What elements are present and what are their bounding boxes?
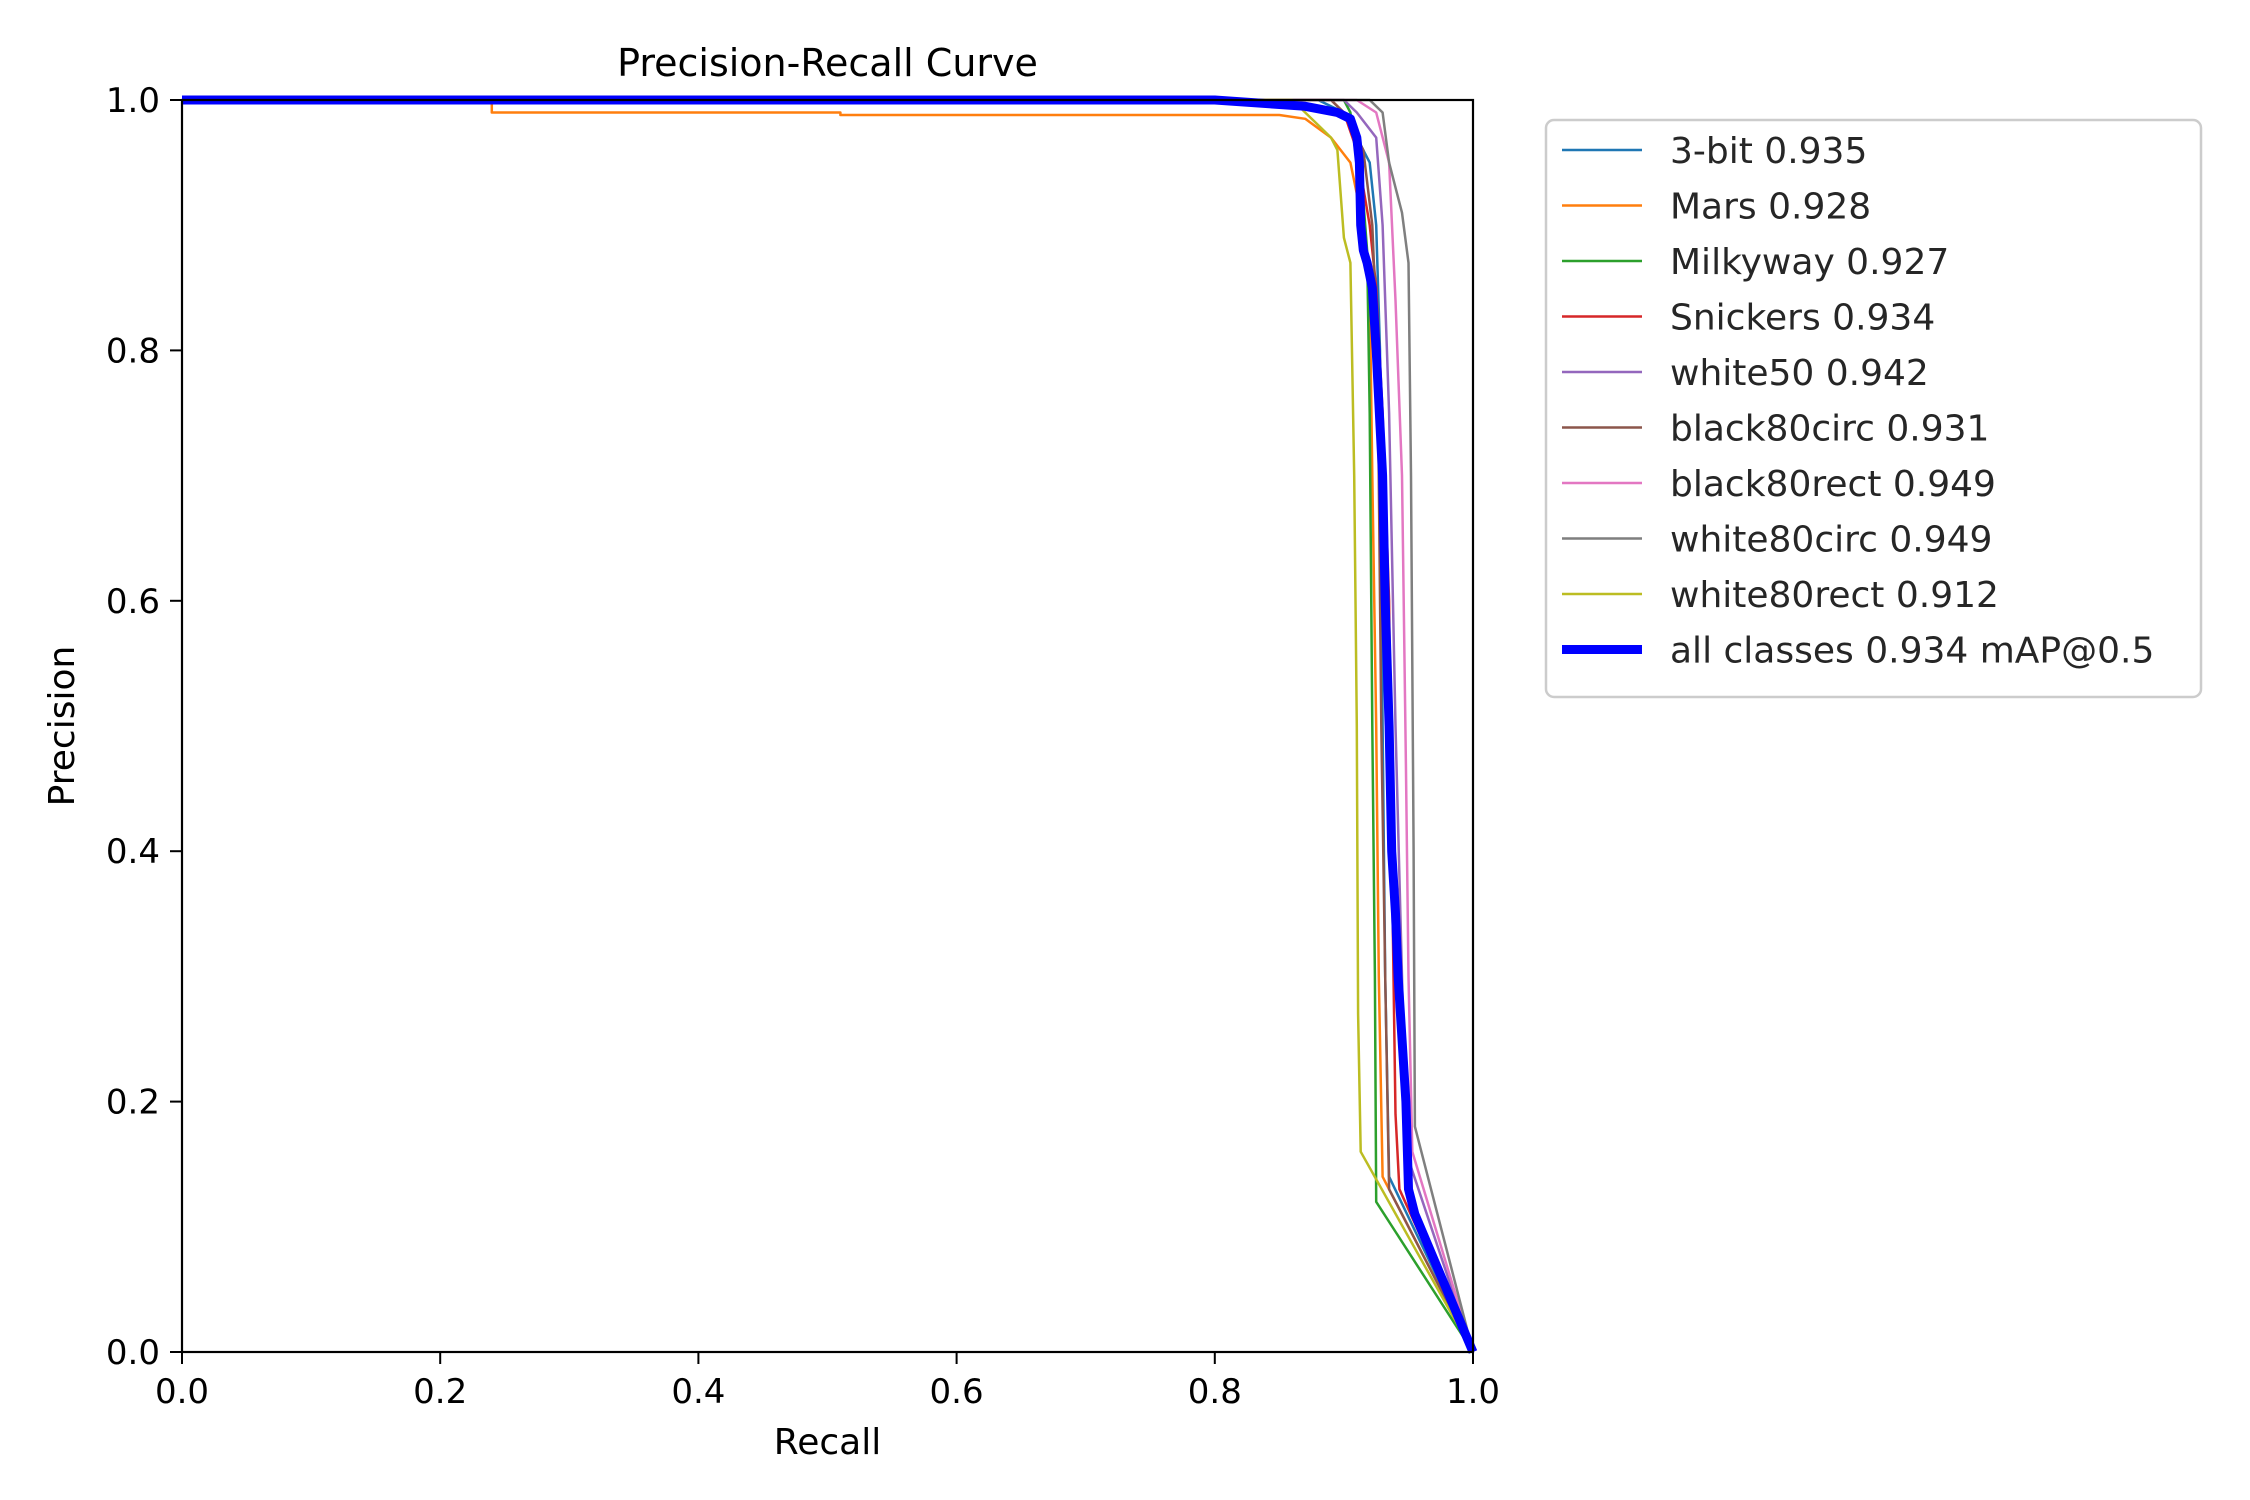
legend-entry-label: all classes 0.934 mAP@0.5: [1670, 631, 2154, 672]
legend-entry-label: white50 0.942: [1670, 353, 1929, 394]
series-line-6: [182, 98, 1475, 1353]
y-tick-label: 0.4: [106, 832, 160, 872]
series-line-9: [182, 98, 1475, 1353]
series-line-10: [182, 95, 1478, 1354]
series-line-4: [182, 98, 1475, 1353]
legend: 3-bit 0.935 Mars 0.928 Milkyway 0.927 Snick…: [1544, 118, 2203, 699]
legend-entry-label: Snickers 0.934: [1670, 298, 1935, 339]
series-line-1: [182, 98, 1475, 1353]
x-tick-label: 0.4: [671, 1372, 725, 1412]
x-tick-label: 0.8: [1188, 1372, 1242, 1412]
series-line-2: [182, 98, 1475, 1353]
legend-entry-label: black80circ 0.931: [1670, 409, 1989, 450]
series-line-8: [182, 98, 1475, 1353]
legend-entry-label: white80rect 0.912: [1670, 575, 1999, 616]
y-tick-label: 0.6: [106, 582, 160, 622]
x-tick-label: 0.6: [930, 1372, 984, 1412]
x-axis-label: Recall: [774, 1422, 881, 1463]
x-tick-label: 1.0: [1446, 1372, 1500, 1412]
legend-entry-label: Mars 0.928: [1670, 187, 1871, 228]
y-tick-label: 1.0: [106, 81, 160, 121]
legend-entry-label: Milkyway 0.927: [1670, 242, 1949, 283]
y-tick-label: 0.0: [106, 1333, 160, 1373]
chart-title: Precision-Recall Curve: [617, 41, 1038, 85]
series-line-3: [182, 98, 1475, 1353]
legend-entry-label: white80circ 0.949: [1670, 520, 1992, 561]
x-tick-label: 0.0: [155, 1372, 209, 1412]
legend-frame: [1544, 118, 2203, 699]
y-tick-label: 0.8: [106, 331, 160, 371]
legend-entry-label: 3-bit 0.935: [1670, 131, 1867, 172]
curves-layer: [182, 95, 1478, 1354]
legend-entry-label: black80rect 0.949: [1670, 464, 1996, 505]
y-axis-label: Precision: [42, 646, 83, 807]
x-tick-label: 0.2: [413, 1372, 467, 1412]
series-line-7: [182, 98, 1475, 1353]
series-line-5: [182, 98, 1475, 1353]
axes-layer: 0.0 0.2 0.4 0.6 0.8 1.0 0.0 0.2 0.4 0.6 0.8 1.0: [106, 81, 1500, 1412]
y-tick-label: 0.2: [106, 1083, 160, 1123]
plot-frame: [180, 98, 1475, 1354]
